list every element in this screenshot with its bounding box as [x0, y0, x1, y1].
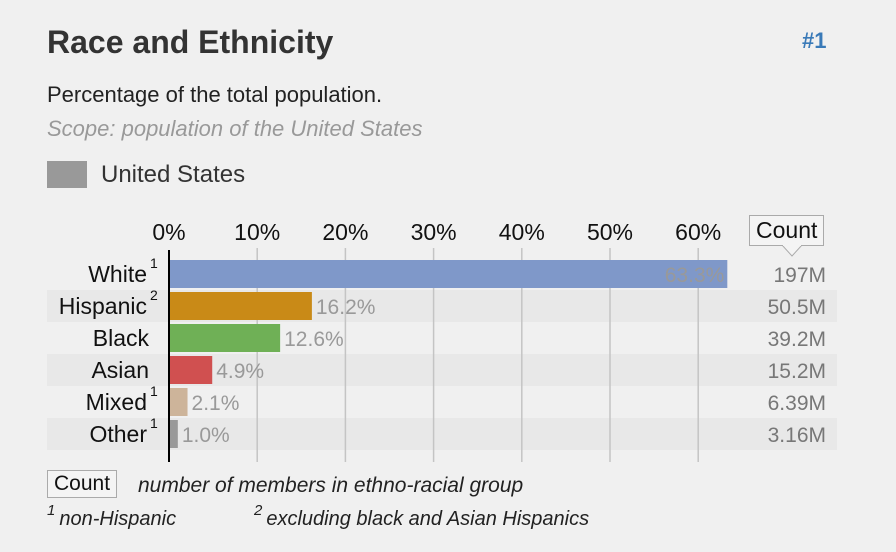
count-description: number of members in ethno-racial group — [138, 474, 524, 497]
category-label: Mixed — [86, 389, 147, 415]
footnote-1: 1 non-Hispanic — [47, 502, 177, 531]
footnote-text: excluding black and Asian Hispanics — [266, 508, 590, 530]
footnote-marker: 1 — [150, 415, 158, 431]
category-label: Black — [93, 325, 150, 351]
count-header-pointer — [782, 245, 802, 257]
count-value: 15.2M — [768, 360, 826, 383]
value-label: 63.3% — [665, 264, 725, 287]
category-label: Hispanic — [59, 293, 147, 319]
x-tick-label: 50% — [587, 219, 633, 245]
category-label: Asian — [91, 357, 149, 383]
footnote-number: 2 — [254, 502, 263, 519]
scope-text: Scope: population of the United States — [47, 116, 423, 141]
count-value: 39.2M — [768, 328, 826, 351]
bar-white — [169, 260, 728, 288]
row-stripe — [47, 354, 837, 386]
bar-hispanic — [169, 292, 312, 320]
count-value: 50.5M — [768, 296, 826, 319]
bar-asian — [169, 356, 213, 384]
count-button[interactable]: Count — [47, 470, 118, 498]
bar-black — [169, 324, 281, 352]
row-stripe — [47, 418, 837, 450]
x-tick-label: 20% — [322, 219, 368, 245]
count-value: 3.16M — [768, 424, 826, 447]
x-tick-label: 30% — [411, 219, 457, 245]
row-stripe — [47, 290, 837, 322]
value-label: 12.6% — [284, 328, 344, 351]
footnote-text: non-Hispanic — [59, 508, 177, 530]
footnote-marker: 2 — [150, 287, 158, 303]
footnote-marker: 1 — [150, 255, 158, 271]
x-tick-label: 0% — [152, 219, 185, 245]
bar-other — [169, 420, 178, 448]
value-label: 2.1% — [192, 392, 240, 415]
legend-swatch — [47, 161, 87, 188]
legend-label: United States — [101, 161, 246, 188]
rank-link[interactable]: #1 — [802, 28, 827, 53]
subtitle: Percentage of the total population. — [47, 82, 383, 107]
x-tick-label: 60% — [675, 219, 721, 245]
value-label: 4.9% — [216, 360, 264, 383]
page-title: Race and Ethnicity — [47, 24, 334, 60]
bar-mixed — [169, 388, 188, 416]
footnote-number: 1 — [47, 502, 56, 519]
category-label: White — [88, 261, 147, 287]
x-tick-label: 10% — [234, 219, 280, 245]
category-label: Other — [89, 421, 147, 447]
value-label: 1.0% — [182, 424, 230, 447]
value-label: 16.2% — [316, 296, 376, 319]
footnote-2: 2 excluding black and Asian Hispanics — [254, 502, 590, 531]
count-value: 197M — [773, 264, 826, 287]
x-tick-label: 40% — [499, 219, 545, 245]
count-value: 6.39M — [768, 392, 826, 415]
count-column-header[interactable]: Count — [749, 215, 825, 246]
footnote-marker: 1 — [150, 383, 158, 399]
